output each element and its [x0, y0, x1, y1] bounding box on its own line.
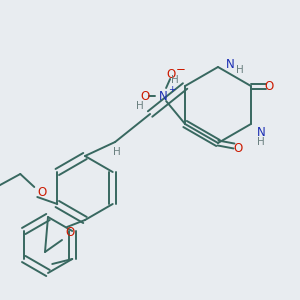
Text: H: H	[113, 147, 121, 157]
Text: O: O	[38, 185, 47, 199]
Text: N: N	[159, 89, 167, 103]
Text: +: +	[168, 85, 176, 94]
Text: O: O	[233, 142, 243, 154]
Text: O: O	[264, 80, 274, 92]
Text: H: H	[236, 65, 244, 75]
Text: O: O	[140, 89, 150, 103]
Text: O: O	[65, 226, 75, 238]
Text: H: H	[257, 137, 265, 147]
Text: H: H	[171, 75, 179, 85]
Text: −: −	[176, 64, 186, 76]
Text: N: N	[256, 125, 265, 139]
Text: O: O	[167, 68, 176, 80]
Text: N: N	[226, 58, 234, 70]
Text: H: H	[136, 101, 144, 111]
